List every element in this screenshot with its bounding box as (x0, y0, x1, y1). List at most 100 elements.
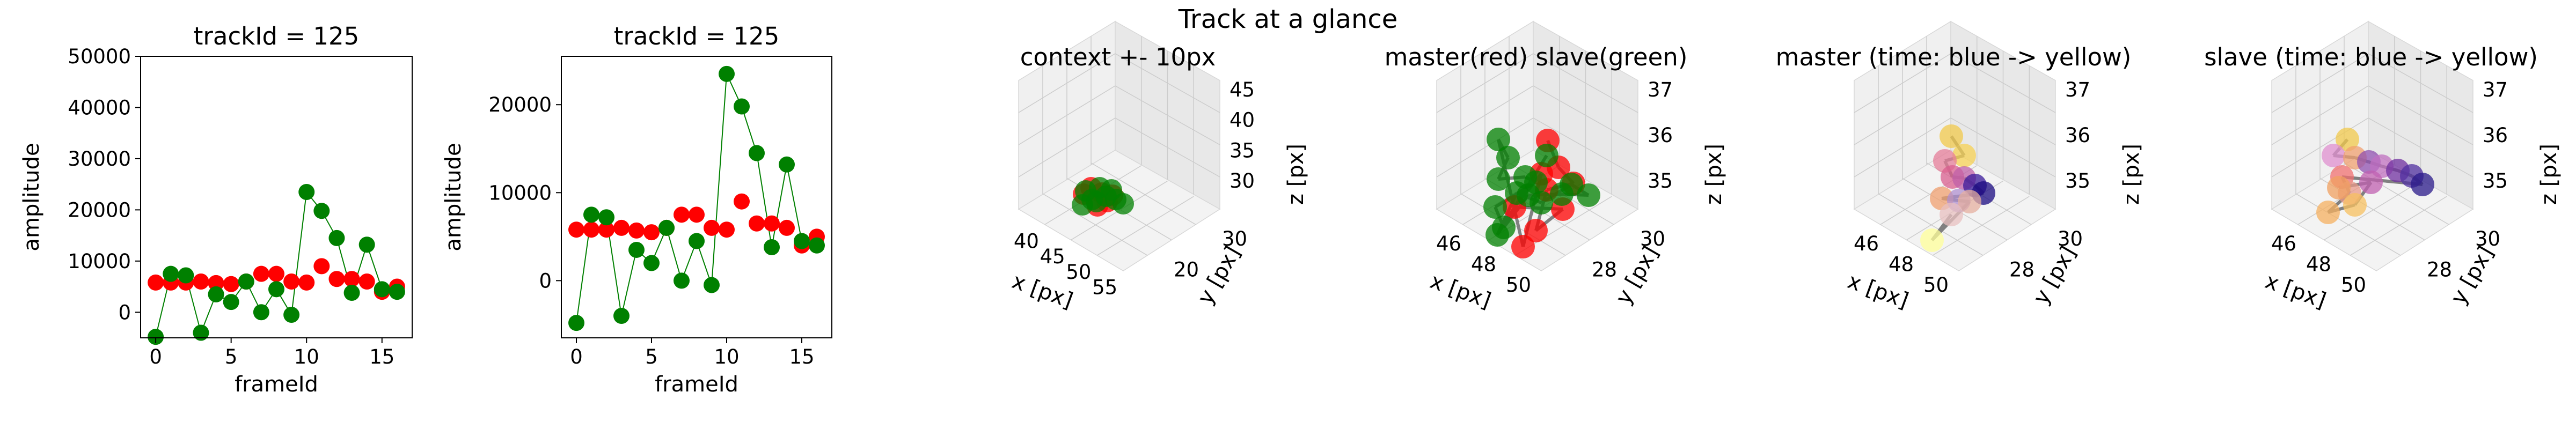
grid-line (1950, 85, 2056, 145)
data-point (253, 265, 269, 282)
grid-line (2368, 85, 2473, 145)
data-point (268, 281, 284, 298)
data-point (719, 221, 735, 238)
series-line (155, 190, 398, 337)
x-tick-label: 50 (1923, 273, 1949, 297)
y-tick-label: 30 (2058, 227, 2083, 250)
data-point (328, 271, 345, 287)
y-tick-label: 30 (2475, 227, 2500, 250)
y-tick-label: 40000 (68, 96, 131, 119)
grid-line (2295, 193, 2401, 256)
x-tick-label: 0 (570, 345, 583, 368)
y-tick-label: 20000 (488, 93, 552, 116)
data-point (583, 206, 599, 223)
z-axis-label: z [px] (1702, 144, 1726, 205)
y-tick-label: 0 (539, 269, 552, 292)
grid-line (1854, 53, 1951, 113)
z-tick-label: 37 (2065, 78, 2090, 101)
data-point (628, 241, 645, 258)
z-axis-label: z [px] (2537, 144, 2562, 205)
data-point (1496, 146, 1520, 169)
data-point (178, 267, 194, 284)
y-axis-label: amplitude (19, 143, 44, 251)
data-point (298, 183, 315, 200)
grid-line (1091, 162, 1196, 225)
chart-title: trackId = 125 (194, 22, 360, 50)
chart-title: context +- 10px (1020, 43, 1216, 71)
grid-line (1115, 85, 1220, 145)
z-tick-label: 36 (2065, 124, 2090, 147)
y-tick-label: 20000 (68, 198, 131, 221)
data-point (1086, 191, 1107, 212)
chart-title: master(red) slave(green) (1385, 43, 1688, 71)
data-point (719, 65, 735, 82)
y-tick-label: 0 (118, 301, 131, 324)
grid-line (2350, 196, 2447, 256)
grid-line (1878, 193, 1984, 256)
z-tick-label: 30 (1230, 169, 1255, 193)
grid-line (1042, 193, 1148, 256)
data-point (1524, 219, 1548, 242)
data-point (1577, 183, 1600, 207)
data-point (704, 219, 720, 236)
grid-line (1436, 85, 1534, 145)
x-tick-label: 48 (1889, 253, 1914, 276)
data-point (1487, 128, 1510, 151)
z-tick-label: 40 (1230, 109, 1255, 132)
chart-2: trackId = 125 0 5 10 15 0 10000 20000 frameId amp… (441, 22, 832, 397)
data-point (658, 219, 675, 236)
data-point (704, 277, 720, 293)
z-axis-label: z [px] (2119, 144, 2144, 205)
x-axis-label: frameId (235, 372, 318, 397)
data-point (148, 329, 164, 345)
grid-line (2344, 162, 2449, 225)
chart-1: trackId = 125 0 5 10 15 0 10000 20000 30000 40000… (19, 22, 413, 397)
data-point (794, 233, 810, 249)
data-point (1505, 181, 1528, 205)
z-tick-label: 35 (1648, 169, 1673, 193)
data-point (643, 224, 660, 241)
x-tick-label: 40 (1014, 230, 1039, 253)
data-point (238, 273, 254, 290)
data-point (313, 258, 330, 275)
data-point (628, 222, 645, 239)
data-point (2327, 176, 2351, 199)
data-point (2336, 128, 2359, 151)
data-point (749, 145, 765, 161)
x-tick-label: 10 (714, 345, 739, 368)
grid-line (1096, 196, 1194, 256)
data-point (764, 215, 780, 232)
data-point (1560, 173, 1583, 196)
x-tick-label: 46 (1436, 232, 1461, 255)
y-tick-label: 10000 (68, 250, 131, 273)
grid-line (1854, 85, 1951, 145)
grid-line (1436, 53, 1534, 113)
data-point (1940, 124, 1963, 148)
data-point (223, 294, 239, 310)
x-tick-label: 46 (1854, 232, 1879, 255)
data-point (689, 206, 705, 223)
y-axis-label: amplitude (441, 143, 466, 251)
data-point (583, 221, 599, 238)
data-point (313, 203, 330, 219)
data-point (689, 233, 705, 249)
x-tick-label: 48 (2306, 253, 2331, 276)
y-tick-label: 20 (1174, 258, 1199, 282)
data-point (1952, 144, 1976, 167)
data-point (1529, 191, 1553, 214)
x-tick-label: 45 (1040, 245, 1065, 268)
series-line (576, 73, 817, 323)
data-point (764, 239, 780, 256)
y-axis-label: y [px] (1193, 242, 1246, 308)
z-tick-label: 37 (1648, 78, 1673, 101)
x-tick-label: 50 (1066, 261, 1091, 284)
figure-suptitle: Track at a glance (1178, 4, 1398, 34)
data-point (358, 236, 375, 253)
grid-line (1950, 53, 2056, 113)
z-tick-label: 37 (2483, 78, 2508, 101)
data-point (389, 284, 405, 300)
